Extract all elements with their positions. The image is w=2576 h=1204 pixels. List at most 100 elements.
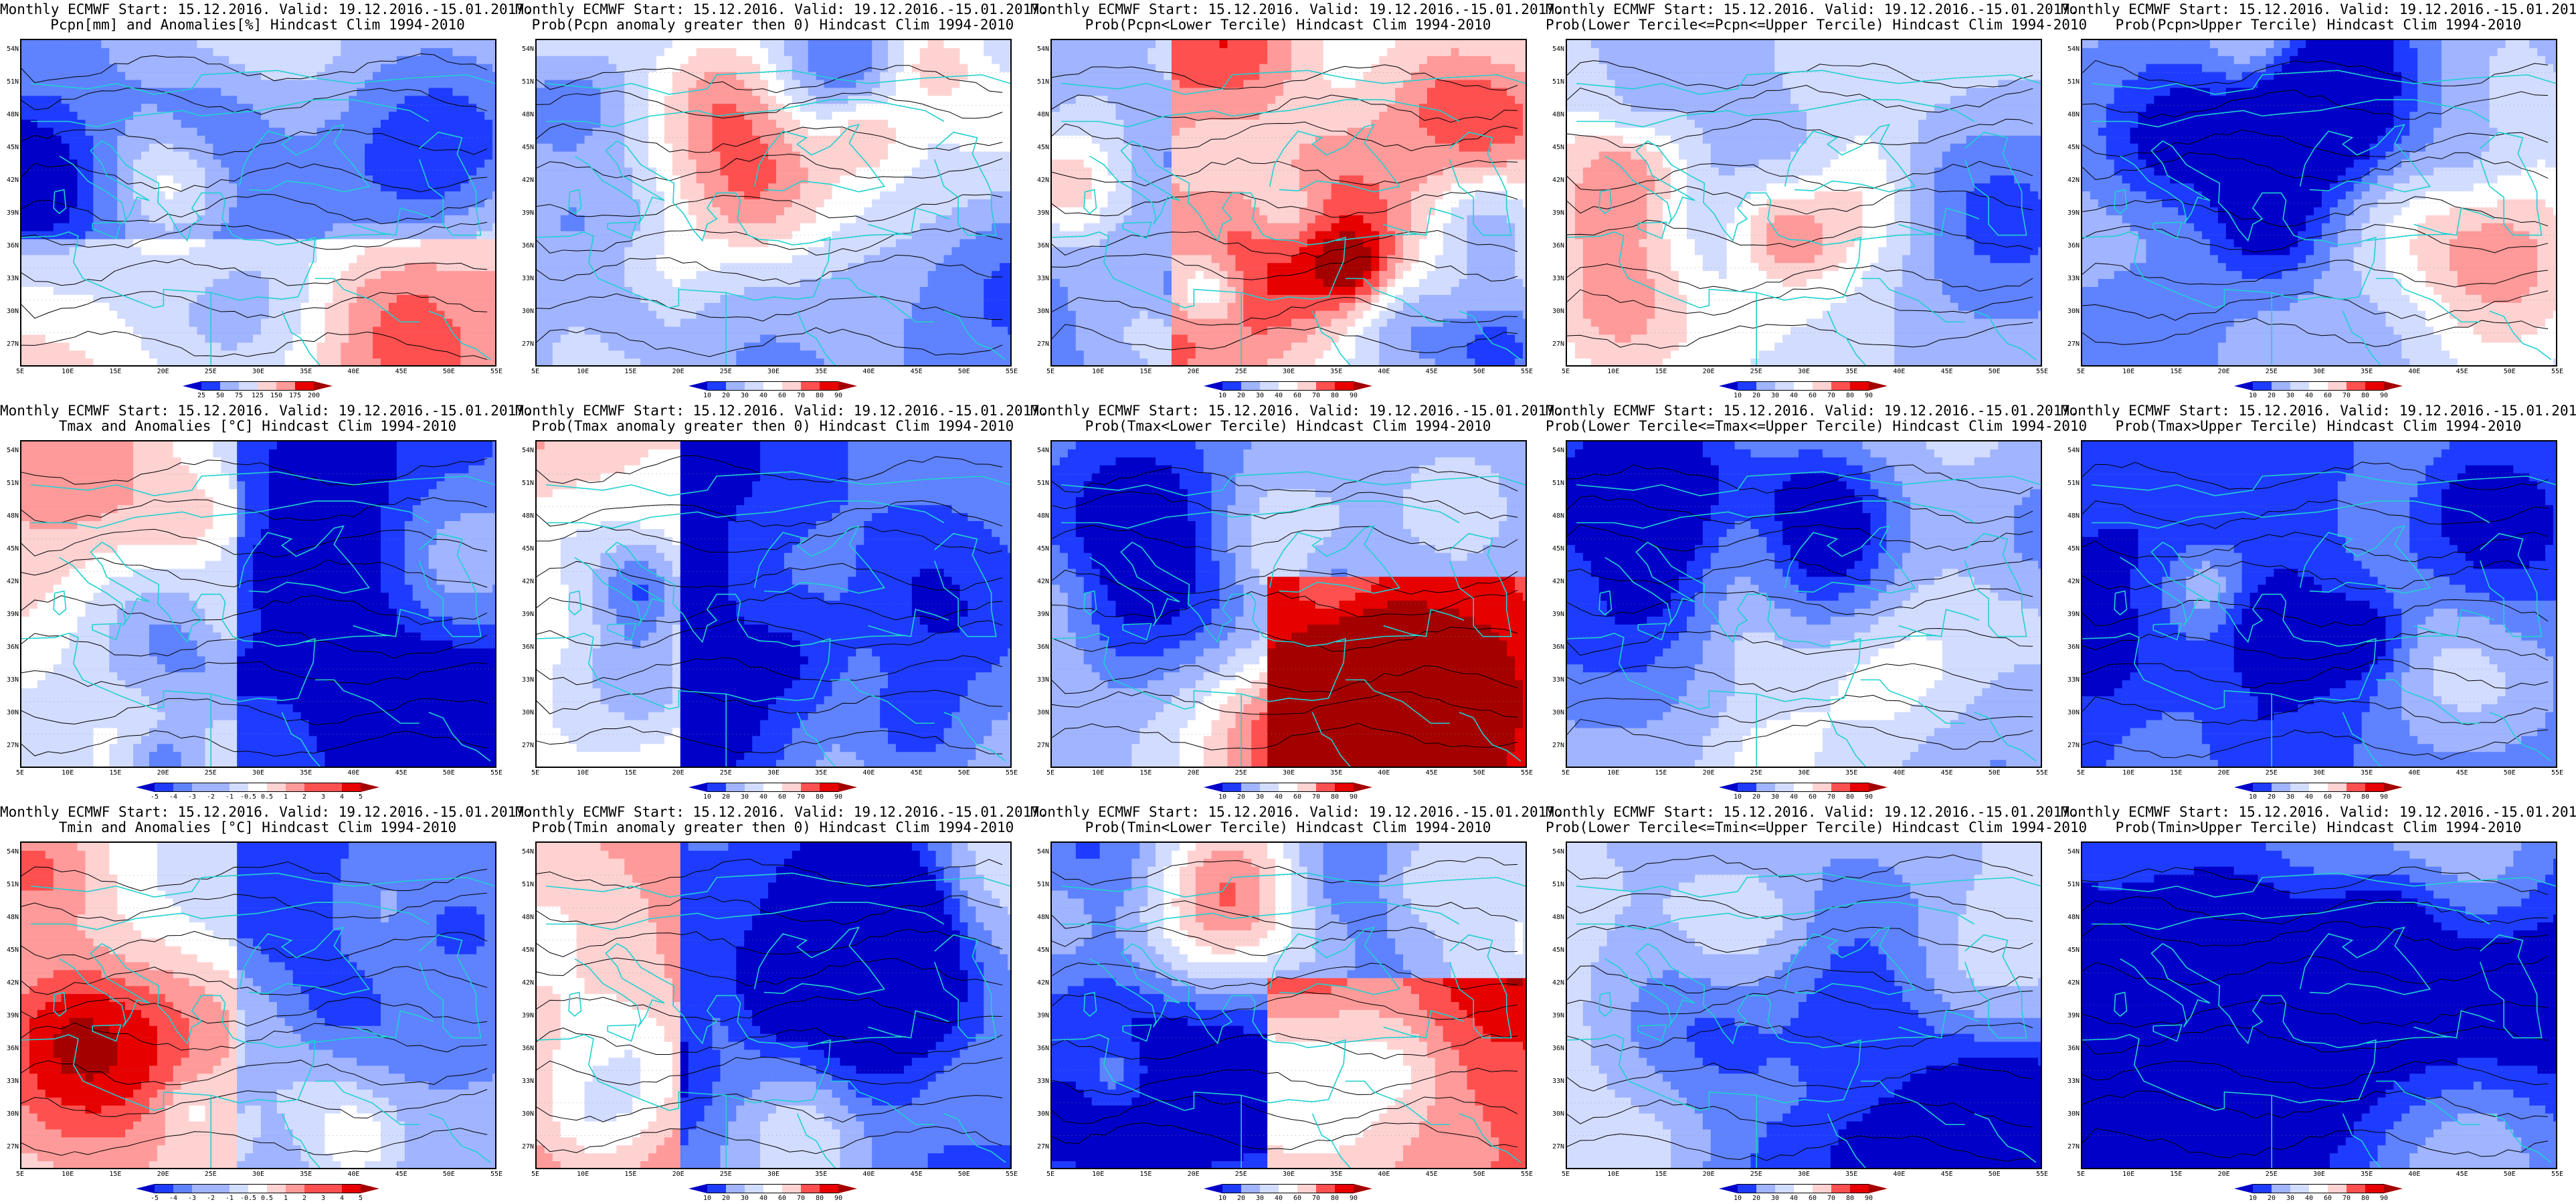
- lat-tick-label: 30N: [2062, 709, 2080, 716]
- lon-tick-label: 25E: [720, 1171, 732, 1178]
- lat-tick-label: 33N: [1, 1078, 19, 1085]
- coastline: [574, 542, 665, 626]
- lon-tick-label: 5E: [16, 368, 24, 375]
- colorbar-label: 70: [2342, 793, 2351, 801]
- colorbar-label: 1: [284, 1195, 288, 1202]
- colorbar-label: 70: [1312, 392, 1320, 399]
- colorbar-label: 10: [2249, 1195, 2257, 1202]
- coastline: [1061, 99, 1460, 128]
- lon-tick-label: 35E: [300, 1171, 312, 1178]
- lon-tick-label: 20E: [1188, 769, 1200, 777]
- coastline: [796, 712, 836, 767]
- lat-tick-label: 42N: [2062, 177, 2080, 184]
- colorbar-label: 30: [1771, 1195, 1779, 1202]
- lon-tick-label: 20E: [2218, 1171, 2230, 1178]
- contour-line: [537, 858, 1003, 889]
- coastline: [616, 140, 741, 242]
- lat-tick-label: 51N: [1032, 78, 1049, 86]
- lon-tick-label: 50E: [1989, 368, 2001, 375]
- coastline: [418, 131, 482, 236]
- colorbar-segment: [1260, 381, 1279, 391]
- contour-line: [537, 928, 1003, 957]
- coastline: [568, 590, 582, 616]
- lat-tick-label: 36N: [1, 242, 19, 249]
- colorbar-label: 30: [2286, 1195, 2294, 1202]
- coastline: [1336, 1036, 1422, 1044]
- colorbar-label: 30: [741, 793, 749, 801]
- lat-tick-label: 42N: [517, 177, 534, 184]
- coastline: [1576, 70, 2041, 95]
- lat-tick-label: 33N: [1032, 275, 1049, 282]
- coastline: [830, 278, 935, 323]
- colorbar-segment: [688, 1184, 707, 1193]
- lon-tick-label: 20E: [672, 769, 684, 777]
- coastline: [1269, 124, 1401, 193]
- coastline: [537, 200, 831, 308]
- lat-tick-label: 45N: [1547, 946, 1564, 954]
- colorbar-label: 20: [1237, 793, 1245, 801]
- lon-tick-label: 5E: [1562, 1171, 1570, 1178]
- colorbar-segment: [2253, 1184, 2272, 1193]
- lon-tick-label: 15E: [109, 769, 121, 777]
- lon-tick-label: 55E: [2551, 368, 2563, 375]
- colorbar-label: 90: [2380, 793, 2388, 801]
- colorbar-segment: [2347, 783, 2365, 792]
- colorbar-segment: [2272, 381, 2290, 391]
- contour-line: [2082, 290, 2549, 321]
- lat-tick-label: 33N: [517, 275, 534, 282]
- colorbar: [688, 381, 857, 391]
- colorbar-segment: [192, 783, 211, 792]
- colorbar-label: 10: [1218, 793, 1226, 801]
- lat-tick-label: 45N: [2062, 946, 2080, 954]
- coastline: [1383, 609, 1465, 637]
- coastline: [1860, 1080, 1965, 1126]
- colorbar-segment: [1297, 381, 1316, 391]
- coastline: [21, 601, 316, 710]
- coastline: [2092, 99, 2490, 128]
- colorbar-label: 30: [1771, 793, 1779, 801]
- coastline: [1604, 542, 1695, 626]
- colorbar-segment: [136, 1184, 155, 1193]
- coastline: [1898, 1010, 1980, 1039]
- coastline: [933, 934, 997, 1039]
- contour-line: [2082, 196, 2549, 227]
- coastline: [1576, 872, 2041, 898]
- lat-tick-label: 30N: [1032, 308, 1049, 315]
- lon-tick-label: 10E: [577, 769, 589, 777]
- lon-tick-label: 35E: [2361, 1171, 2373, 1178]
- coastline: [1311, 310, 1351, 365]
- lat-tick-label: 27N: [1547, 340, 1564, 348]
- coastline: [2342, 310, 2381, 365]
- colorbar-label: 80: [1846, 1195, 1854, 1202]
- colorbar-segment: [1297, 1184, 1316, 1193]
- colorbar-segment: [211, 783, 229, 792]
- lat-tick-label: 39N: [1547, 209, 1564, 217]
- contour-line: [2082, 696, 2549, 726]
- contour-line: [21, 1089, 488, 1119]
- colorbar-segment: [1316, 381, 1335, 391]
- colorbar-segment: [2384, 381, 2403, 391]
- coastline: [1604, 140, 1695, 225]
- coastline: [101, 140, 226, 242]
- lon-tick-label: 30E: [1798, 368, 1810, 375]
- lat-tick-label: 54N: [1, 848, 19, 856]
- colorbar-label: 60: [1293, 392, 1301, 399]
- coastline: [92, 1024, 122, 1042]
- colorbar-segment: [726, 783, 745, 792]
- panel-title-line1: Monthly ECMWF Start: 15.12.2016. Valid: …: [0, 1, 533, 17]
- lon-tick-label: 35E: [815, 1171, 827, 1178]
- lon-tick-label: 40E: [2408, 368, 2420, 375]
- lat-tick-label: 36N: [1032, 242, 1049, 249]
- lon-tick-label: 45E: [911, 769, 923, 777]
- coastline: [21, 1003, 316, 1111]
- coastline: [101, 942, 226, 1045]
- lon-tick-label: 20E: [1703, 1171, 1715, 1178]
- colorbar-segment: [239, 381, 258, 391]
- colorbar-label: 40: [2305, 1195, 2313, 1202]
- colorbar-segment: [183, 381, 201, 391]
- coastline: [1269, 926, 1401, 995]
- lat-tick-label: 45N: [1547, 545, 1564, 553]
- colorbar: [2234, 1184, 2403, 1193]
- lon-tick-label: 45E: [1426, 368, 1438, 375]
- colorbar-label: 80: [1331, 793, 1339, 801]
